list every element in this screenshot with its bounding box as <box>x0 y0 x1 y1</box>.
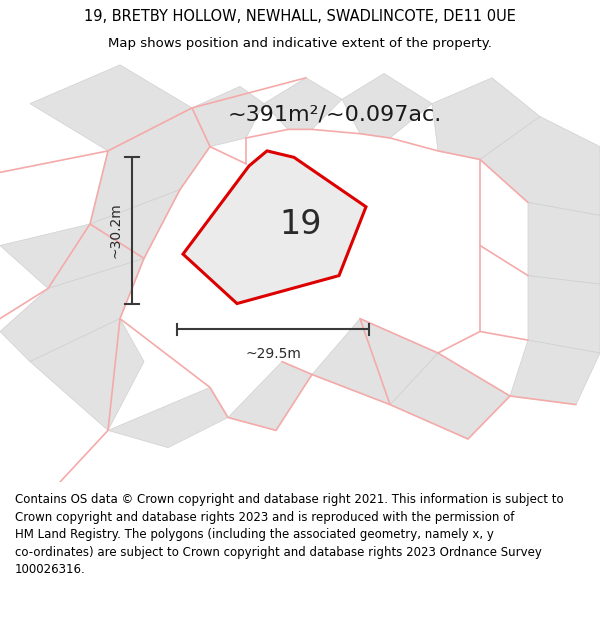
Polygon shape <box>0 189 180 289</box>
Polygon shape <box>108 388 228 448</box>
Text: Contains OS data © Crown copyright and database right 2021. This information is : Contains OS data © Crown copyright and d… <box>15 494 563 576</box>
Polygon shape <box>30 319 144 431</box>
Text: ~391m²/~0.097ac.: ~391m²/~0.097ac. <box>228 104 442 124</box>
Text: 19, BRETBY HOLLOW, NEWHALL, SWADLINCOTE, DE11 0UE: 19, BRETBY HOLLOW, NEWHALL, SWADLINCOTE,… <box>84 9 516 24</box>
Polygon shape <box>432 78 540 159</box>
Polygon shape <box>480 116 600 216</box>
Polygon shape <box>90 108 210 224</box>
Text: 19: 19 <box>279 208 322 241</box>
Polygon shape <box>192 86 264 147</box>
Polygon shape <box>342 74 432 138</box>
Polygon shape <box>228 362 312 431</box>
Polygon shape <box>183 151 366 304</box>
Polygon shape <box>30 65 192 151</box>
Polygon shape <box>264 78 342 129</box>
Polygon shape <box>528 202 600 284</box>
Polygon shape <box>312 319 438 404</box>
Text: ~30.2m: ~30.2m <box>108 202 122 258</box>
Polygon shape <box>390 353 510 439</box>
Polygon shape <box>510 340 600 404</box>
Polygon shape <box>0 258 144 362</box>
Text: ~29.5m: ~29.5m <box>245 346 301 361</box>
Text: Map shows position and indicative extent of the property.: Map shows position and indicative extent… <box>108 38 492 51</box>
Polygon shape <box>528 276 600 353</box>
